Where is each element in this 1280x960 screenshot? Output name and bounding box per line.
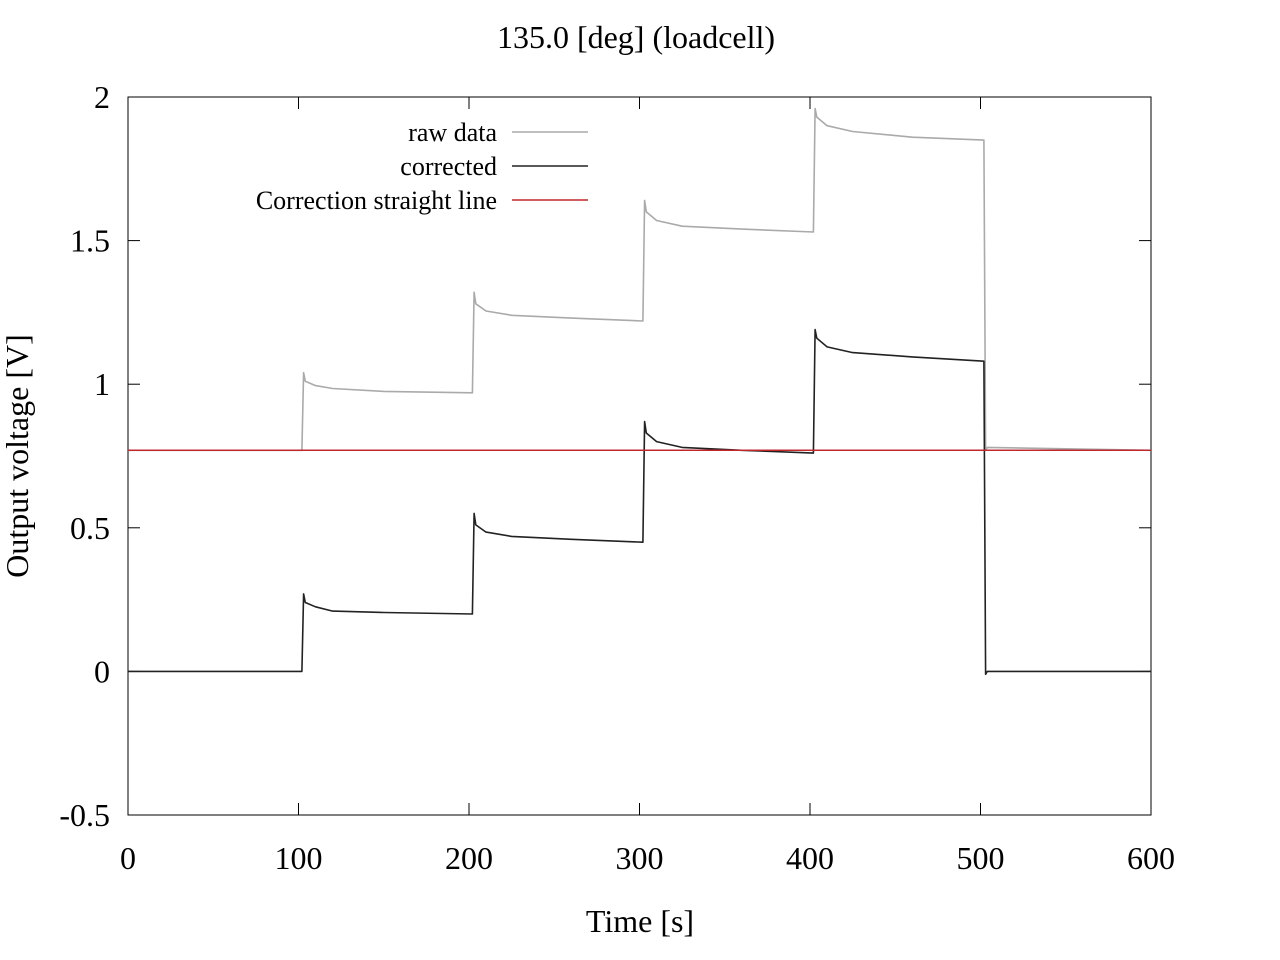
y-axis-label: Output voltage [V]: [0, 334, 35, 578]
y-tick-label: -0.5: [59, 797, 110, 833]
x-axis-label: Time [s]: [586, 903, 694, 939]
x-tick-label: 100: [275, 840, 323, 876]
axis-tick-labels: 0 100 200 300 400 500 600 -0.5 0 0.5 1 1.5 2: [59, 79, 1175, 876]
y-tick-label: 1: [94, 366, 110, 402]
x-tick-label: 600: [1127, 840, 1175, 876]
legend: raw data corrected Correction straight lin…: [256, 118, 588, 215]
legend-label: raw data: [408, 118, 497, 147]
x-tick-label: 300: [616, 840, 664, 876]
chart-title: 135.0 [deg] (loadcell): [497, 19, 775, 55]
x-tick-label: 500: [957, 840, 1005, 876]
y-tick-label: 0: [94, 653, 110, 689]
series-line-corrected: [128, 328, 1151, 676]
x-tick-label: 0: [120, 840, 136, 876]
legend-label: Correction straight line: [256, 186, 497, 215]
y-tick-label: 1.5: [70, 223, 110, 259]
x-tick-label: 200: [445, 840, 493, 876]
x-tick-label: 400: [786, 840, 834, 876]
legend-label: corrected: [400, 152, 497, 181]
y-tick-label: 2: [94, 79, 110, 115]
y-tick-label: 0.5: [70, 510, 110, 546]
series-line-raw-data: [128, 107, 1152, 452]
series-group: [128, 107, 1152, 676]
